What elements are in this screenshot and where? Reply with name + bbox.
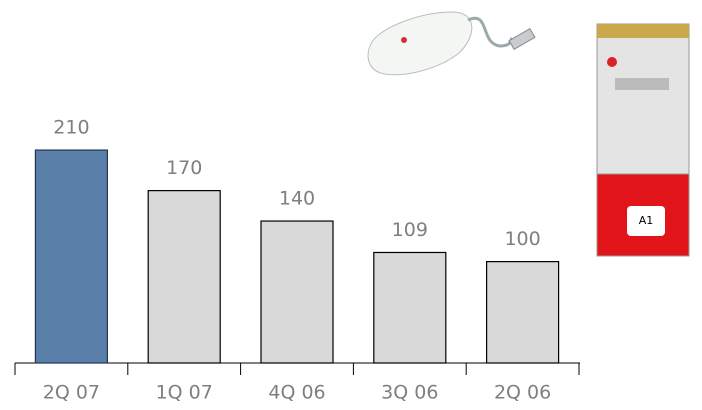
value-label: 140	[279, 188, 315, 210]
bar	[34, 149, 109, 364]
x-tick-label: 2Q 06	[494, 382, 551, 404]
x-tick-label: 2Q 07	[43, 382, 100, 404]
value-label: 210	[53, 117, 89, 139]
pc-card-image: A1	[596, 23, 690, 257]
bar	[486, 261, 560, 364]
x-tick-label: 1Q 07	[156, 382, 213, 404]
card-logo: A1	[639, 214, 654, 227]
value-label: 100	[504, 228, 540, 250]
bar	[147, 190, 221, 364]
bar	[373, 251, 447, 364]
value-label: 170	[166, 157, 202, 179]
x-tick-label: 4Q 06	[268, 382, 325, 404]
x-tick-label: 3Q 06	[381, 382, 438, 404]
value-label: 109	[392, 219, 428, 241]
bar	[260, 220, 334, 364]
usb-modem-image	[367, 11, 536, 76]
